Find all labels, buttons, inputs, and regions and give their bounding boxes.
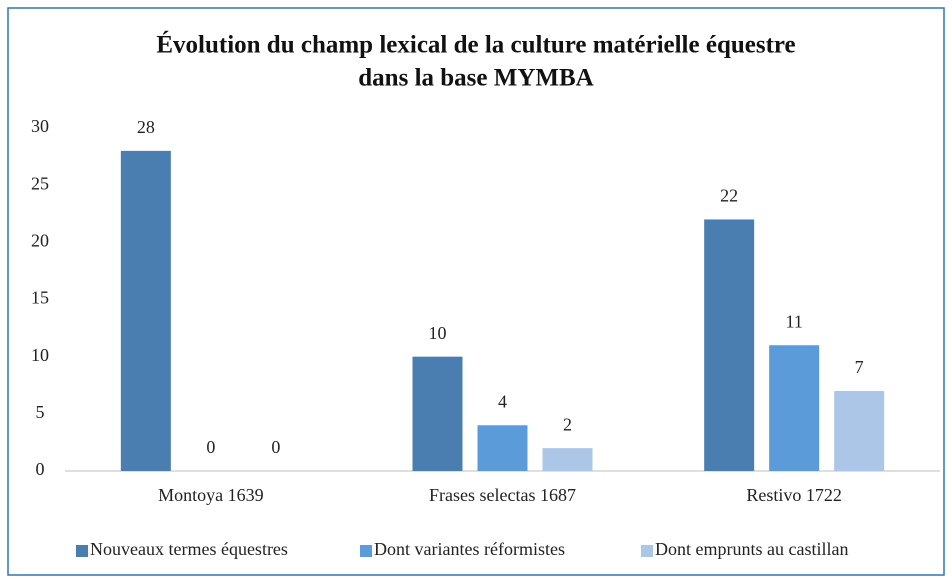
legend-label: Dont variantes réformistes	[374, 539, 565, 559]
bar	[477, 425, 528, 471]
x-tick-label: Frases selectas 1687	[429, 485, 576, 505]
legend-label: Nouveaux termes équestres	[90, 539, 288, 559]
bar	[769, 345, 820, 471]
data-label: 28	[137, 117, 155, 137]
chart-title: dans la base MYMBA	[358, 65, 593, 92]
x-tick-label: Restivo 1722	[746, 485, 842, 505]
data-label: 4	[498, 391, 507, 411]
y-tick-label: 25	[31, 173, 49, 193]
legend-swatch	[641, 545, 653, 557]
y-tick-label: 0	[36, 459, 45, 479]
y-tick-label: 5	[36, 402, 45, 422]
bar	[120, 150, 171, 471]
y-tick-label: 10	[31, 345, 49, 365]
bar	[542, 448, 593, 471]
bar	[704, 219, 755, 471]
data-label: 22	[720, 186, 738, 206]
y-tick-label: 20	[31, 230, 49, 250]
y-tick-label: 15	[31, 288, 49, 308]
data-label: 0	[206, 437, 215, 457]
legend-swatch	[360, 545, 372, 557]
data-label: 0	[271, 437, 280, 457]
y-tick-label: 30	[31, 116, 49, 136]
data-label: 10	[429, 323, 447, 343]
x-tick-label: Montoya 1639	[158, 485, 264, 505]
chart-title: Évolution du champ lexical de la culture…	[156, 31, 795, 59]
bar	[834, 390, 885, 471]
data-label: 11	[785, 311, 802, 331]
bar	[412, 356, 463, 471]
data-label: 2	[563, 414, 572, 434]
data-label: 7	[855, 357, 864, 377]
legend-label: Dont emprunts au castillan	[655, 539, 848, 559]
legend-swatch	[76, 545, 88, 557]
